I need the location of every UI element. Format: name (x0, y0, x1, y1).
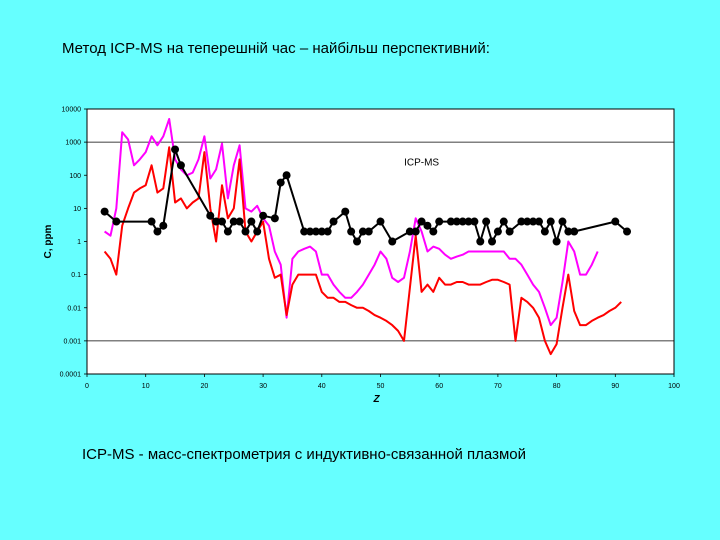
data-point (540, 227, 549, 236)
data-point (341, 207, 350, 216)
y-tick-label: 100 (69, 173, 81, 180)
data-point (452, 217, 461, 226)
data-point (358, 227, 367, 236)
data-point (235, 217, 244, 226)
y-axis-title: C, ppm (43, 224, 54, 258)
data-point (376, 217, 385, 226)
x-tick-label: 30 (259, 383, 267, 390)
data-point (276, 178, 285, 187)
data-point (499, 217, 508, 226)
data-point (206, 211, 215, 220)
data-point (218, 217, 227, 226)
y-tick-label: 1 (77, 239, 81, 246)
y-tick-label: 0.001 (63, 338, 81, 345)
x-tick-label: 60 (435, 383, 443, 390)
data-point (112, 217, 121, 226)
data-point (564, 227, 573, 236)
data-point (306, 227, 315, 236)
plot-area (86, 108, 675, 375)
x-tick-label: 20 (201, 383, 209, 390)
data-point (388, 237, 397, 246)
data-point (323, 227, 332, 236)
y-tick-label: 10000 (62, 107, 82, 114)
data-point (446, 217, 455, 226)
data-point (482, 217, 491, 226)
slide-title: Метод ICP-MS на теперешній час – найбіль… (62, 40, 490, 57)
data-point (623, 227, 632, 236)
data-point (458, 217, 467, 226)
data-point (529, 217, 538, 226)
data-point (282, 171, 291, 180)
data-point (241, 227, 250, 236)
series-annotation: ICP-MS (404, 157, 439, 168)
data-point (523, 217, 532, 226)
data-point (176, 161, 185, 170)
x-tick-label: 40 (318, 383, 326, 390)
data-point (476, 237, 485, 246)
data-point (247, 217, 256, 226)
data-point (100, 207, 109, 216)
data-point (229, 217, 238, 226)
data-point (429, 227, 438, 236)
data-point (411, 227, 420, 236)
x-axis-title: Z (372, 394, 380, 405)
y-tick-label: 1000 (65, 140, 81, 147)
y-tick-label: 0.01 (67, 305, 81, 312)
data-point (423, 221, 432, 230)
x-tick-label: 0 (85, 383, 89, 390)
data-point (347, 227, 356, 236)
x-tick-label: 50 (377, 383, 385, 390)
data-point (212, 217, 221, 226)
data-point (570, 227, 579, 236)
data-point (488, 237, 497, 246)
data-point (153, 227, 162, 236)
data-point (353, 237, 362, 246)
data-point (611, 217, 620, 226)
data-point (470, 217, 479, 226)
data-point (464, 217, 473, 226)
data-point (552, 237, 561, 246)
data-point (311, 227, 320, 236)
data-point (558, 217, 567, 226)
data-point (300, 227, 309, 236)
data-point (223, 227, 232, 236)
data-point (546, 217, 555, 226)
data-point (435, 217, 444, 226)
x-tick-label: 10 (142, 383, 150, 390)
data-point (517, 217, 526, 226)
data-point (329, 217, 338, 226)
data-point (147, 217, 156, 226)
x-tick-label: 100 (668, 383, 680, 390)
series-line-2 (103, 146, 622, 356)
data-point (253, 227, 262, 236)
y-tick-label: 10 (73, 206, 81, 213)
data-point (505, 227, 514, 236)
data-point (159, 221, 168, 230)
data-point (171, 145, 180, 154)
data-point (364, 227, 373, 236)
x-tick-label: 80 (553, 383, 561, 390)
data-point (417, 217, 426, 226)
slide-caption: ICP-MS - масс-спектрометрия с индуктивно… (82, 446, 526, 463)
y-tick-label: 0.1 (71, 272, 81, 279)
x-tick-label: 90 (611, 383, 619, 390)
data-point (270, 214, 279, 223)
data-point (259, 211, 268, 220)
data-point (317, 227, 326, 236)
data-point (493, 227, 502, 236)
x-tick-label: 70 (494, 383, 502, 390)
data-point (534, 217, 543, 226)
y-tick-label: 0.0001 (60, 372, 82, 379)
data-point (405, 227, 414, 236)
